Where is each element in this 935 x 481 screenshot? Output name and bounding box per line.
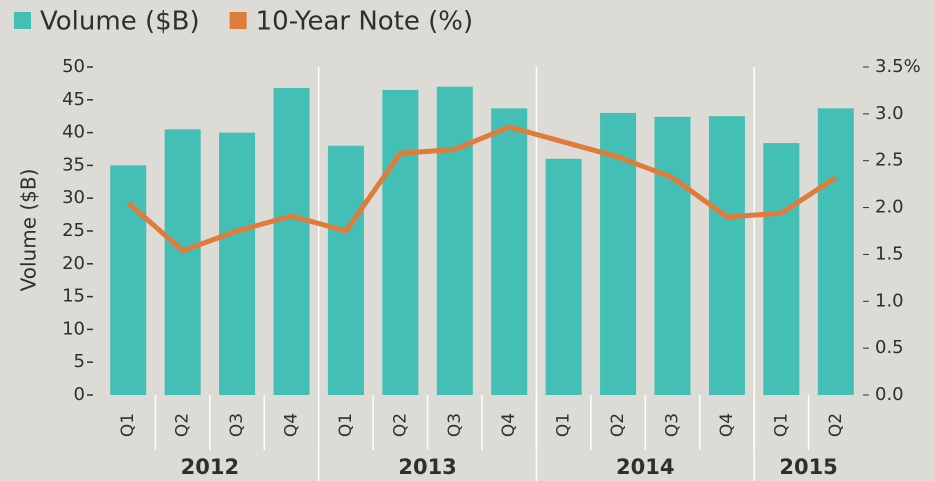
x-tick-label: Q4: [282, 413, 302, 437]
y2-tick-label: 2.0: [875, 197, 904, 218]
group-label: 2012: [181, 455, 239, 479]
y-tick-label: 35: [62, 154, 85, 175]
x-tick-label: Q3: [663, 413, 683, 437]
legend-label: 10-Year Note (%): [256, 7, 474, 37]
group-label: 2015: [779, 455, 837, 479]
bar: [219, 132, 256, 395]
x-tick-label: Q2: [390, 413, 410, 437]
bar: [382, 89, 419, 396]
x-tick-label: Q3: [227, 413, 247, 437]
y-axis-label: Volume ($B): [17, 169, 41, 292]
y2-tick-label: 2.5: [875, 150, 904, 171]
y-tick-label: 15: [62, 286, 85, 307]
bar: [164, 129, 201, 395]
bar: [763, 143, 800, 395]
y-tick-label: 30: [62, 187, 85, 208]
x-tick-label: Q2: [608, 413, 628, 437]
x-tick-label: Q1: [771, 413, 791, 437]
bar: [817, 108, 854, 395]
x-tick-label: Q4: [717, 413, 737, 437]
y-tick-label: 45: [62, 89, 85, 110]
group-label: 2013: [398, 455, 456, 479]
legend-label: Volume ($B): [40, 7, 200, 37]
x-tick-label: Q1: [554, 413, 574, 437]
y2-tick-label: 1.5: [875, 243, 904, 264]
legend-swatch: [14, 12, 31, 29]
y2-tick-label: 3.0: [875, 103, 904, 124]
y-tick-label: 25: [62, 220, 85, 241]
x-tick-label: Q1: [336, 413, 356, 437]
bar: [110, 165, 147, 395]
y-tick-label: 0: [74, 384, 85, 405]
legend-swatch: [229, 12, 247, 29]
bar: [545, 158, 582, 395]
bar: [708, 116, 745, 395]
bar: [491, 108, 528, 395]
y2-tick-label: 0.5: [875, 337, 904, 358]
bar: [654, 116, 691, 395]
line: [126, 124, 838, 254]
y-tick-label: 20: [62, 253, 85, 274]
x-tick-label: Q2: [826, 413, 846, 437]
y-tick-label: 40: [62, 122, 85, 143]
bar: [436, 86, 473, 396]
x-tick-label: Q2: [173, 413, 193, 437]
bar: [327, 145, 364, 395]
y-tick-label: 5: [74, 351, 85, 372]
x-tick-label: Q3: [445, 413, 465, 437]
y-tick-label: 10: [62, 318, 85, 339]
y2-tick-label: 3.5%: [875, 56, 921, 77]
bar: [273, 87, 310, 395]
group-label: 2014: [616, 455, 674, 479]
y2-tick-label: 0.0: [875, 384, 904, 405]
x-tick-label: Q1: [118, 413, 138, 437]
x-tick-label: Q4: [499, 413, 519, 437]
y2-tick-label: 1.0: [875, 290, 904, 311]
y-tick-label: 50: [62, 56, 85, 77]
